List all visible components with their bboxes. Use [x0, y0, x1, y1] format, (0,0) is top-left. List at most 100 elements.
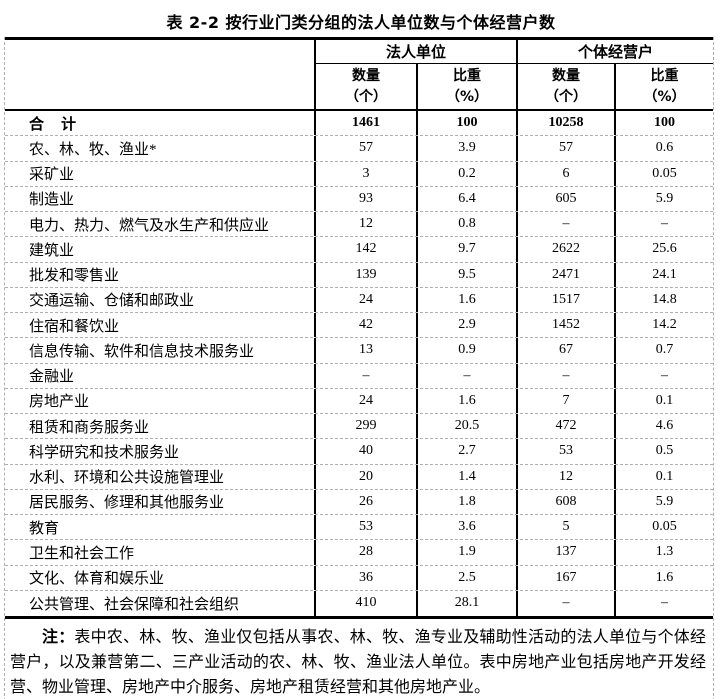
value-cell: 167 [516, 565, 614, 590]
value-cell: 0.05 [614, 161, 713, 186]
value-cell: 42 [314, 313, 416, 338]
value-cell: 142 [314, 237, 416, 262]
industry-label: 建筑业 [29, 242, 75, 259]
table-row: 卫生和社会工作 28 1.9 137 1.3 [5, 540, 713, 566]
value-cell: 1517 [516, 287, 614, 312]
value-cell: 57 [314, 136, 416, 161]
value-cell: 28.1 [416, 590, 516, 616]
footnote-paragraph: 注：表中农、林、牧、渔业仅包括从事农、林、牧、渔专业及辅助性活动的法人单位与个体… [10, 625, 706, 699]
value-cell: 1.6 [614, 565, 713, 590]
sub-header-label: 比重 [453, 67, 481, 84]
table-row: 住宿和餐饮业 42 2.9 1452 14.2 [5, 313, 713, 339]
value-cell: 299 [314, 414, 416, 439]
value-cell: – [516, 590, 614, 616]
value-cell: 100 [614, 111, 713, 136]
industry-label: 电力、热力、燃气及水生产和供应业 [29, 217, 270, 234]
industry-label: 房地产业 [29, 394, 90, 411]
value-cell: 608 [516, 489, 614, 514]
sub-header-label: 比重 [650, 67, 679, 84]
sub-header-label: 数量 [552, 67, 580, 84]
table-row: 文化、体育和娱乐业 36 2.5 167 1.6 [5, 565, 713, 591]
industry-label: 科学研究和技术服务业 [29, 444, 180, 461]
table-row: 科学研究和技术服务业 40 2.7 53 0.5 [5, 439, 713, 465]
value-cell: 25.6 [614, 237, 713, 262]
value-cell: 7 [516, 388, 614, 413]
value-cell: 67 [516, 338, 614, 363]
value-cell: 2.9 [416, 313, 516, 338]
value-cell: 1.6 [416, 287, 516, 312]
table-row: 制造业 93 6.4 605 5.9 [5, 186, 713, 212]
table-row: 居民服务、修理和其他服务业 26 1.8 608 5.9 [5, 489, 713, 515]
value-cell: 3 [314, 161, 416, 186]
value-cell: – [614, 363, 713, 388]
value-cell: 1.6 [416, 388, 516, 413]
value-cell: 12 [516, 464, 614, 489]
value-cell: 20.5 [416, 414, 516, 439]
value-cell: 2622 [516, 237, 614, 262]
value-cell: 1.4 [416, 464, 516, 489]
industry-label: 教育 [29, 520, 60, 537]
value-cell: 26 [314, 489, 416, 514]
group-header-row: 法人单位 个体经营户 [5, 37, 713, 64]
value-cell: 24 [314, 388, 416, 413]
value-cell: 0.9 [416, 338, 516, 363]
value-cell: 3.6 [416, 515, 516, 540]
value-cell: 5 [516, 515, 614, 540]
table-row: 合 计 1461 100 10258 100 [5, 111, 713, 137]
group-header-individual-businesses: 个体经营户 [516, 40, 713, 64]
value-cell: 4.6 [614, 414, 713, 439]
value-cell: 6.4 [416, 186, 516, 211]
value-cell: 6 [516, 161, 614, 186]
footnote: 注：表中农、林、牧、渔业仅包括从事农、林、牧、渔专业及辅助性活动的法人单位与个体… [5, 619, 713, 699]
value-cell: 57 [516, 136, 614, 161]
value-cell: – [416, 363, 516, 388]
table-row: 建筑业 142 9.7 2622 25.6 [5, 237, 713, 263]
value-cell: – [516, 363, 614, 388]
table-row: 教育 53 3.6 5 0.05 [5, 515, 713, 541]
industry-label: 制造业 [29, 192, 75, 209]
value-cell: 53 [314, 515, 416, 540]
table-row: 租赁和商务服务业 299 20.5 472 4.6 [5, 414, 713, 440]
value-cell: 36 [314, 565, 416, 590]
sub-header-unit: （%） [643, 88, 686, 105]
sub-header-empty-cell [5, 64, 314, 109]
value-cell: 93 [314, 186, 416, 211]
value-cell: 0.6 [614, 136, 713, 161]
corner-cell [5, 40, 314, 64]
sub-header-row: 数量 （个） 比重 （%） 数量 （个） 比重 （%） [5, 64, 713, 111]
value-cell: 24.1 [614, 262, 713, 287]
industry-label: 文化、体育和娱乐业 [29, 571, 165, 588]
sub-header-unit: （个） [345, 88, 387, 105]
industry-label: 卫生和社会工作 [29, 545, 135, 562]
value-cell: 9.7 [416, 237, 516, 262]
value-cell: 472 [516, 414, 614, 439]
value-cell: 0.1 [614, 464, 713, 489]
industry-label: 居民服务、修理和其他服务业 [29, 495, 225, 512]
value-cell: 1.8 [416, 489, 516, 514]
industry-label: 金融业 [29, 369, 75, 386]
industry-label: 交通运输、仓储和邮政业 [29, 293, 195, 310]
value-cell: – [314, 363, 416, 388]
footnote-label: 注： [42, 629, 75, 646]
industry-label: 住宿和餐饮业 [29, 318, 120, 335]
industry-label: 水利、环境和公共设施管理业 [29, 470, 225, 487]
value-cell: – [516, 212, 614, 237]
table-row: 交通运输、仓储和邮政业 24 1.6 1517 14.8 [5, 287, 713, 313]
table-row: 金融业 – – – – [5, 363, 713, 389]
value-cell: 28 [314, 540, 416, 565]
value-cell: 13 [314, 338, 416, 363]
table-row: 采矿业 3 0.2 6 0.05 [5, 161, 713, 187]
sub-header-legal-share: 比重 （%） [416, 64, 516, 109]
value-cell: 1.3 [614, 540, 713, 565]
table-row: 信息传输、软件和信息技术服务业 13 0.9 67 0.7 [5, 338, 713, 364]
sub-header-unit: （%） [445, 88, 489, 105]
industry-label: 租赁和商务服务业 [29, 419, 150, 436]
title-bar: 表 2-2 按行业门类分组的法人单位数与个体经营户数 [0, 0, 722, 37]
value-cell: 3.9 [416, 136, 516, 161]
value-cell: 1.9 [416, 540, 516, 565]
value-cell: 2.5 [416, 565, 516, 590]
page-title: 表 2-2 按行业门类分组的法人单位数与个体经营户数 [166, 13, 556, 32]
value-cell: 40 [314, 439, 416, 464]
value-cell: 14.8 [614, 287, 713, 312]
value-cell: 2.7 [416, 439, 516, 464]
